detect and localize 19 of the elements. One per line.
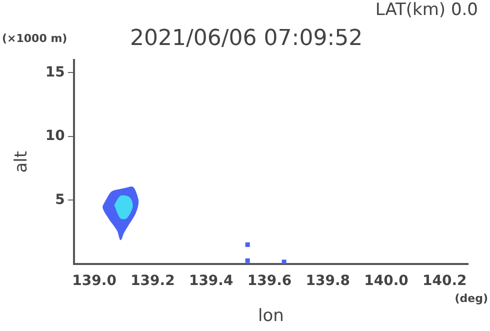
point (245, 242, 250, 247)
x-tick-label: 139.2 (130, 272, 175, 289)
y-tick-label: 5 (55, 192, 65, 208)
x-tick-label: 139.8 (306, 272, 350, 289)
x-tick-label: 139.6 (247, 272, 292, 289)
x-axis-title: lon (258, 306, 284, 326)
y-tick-label: 15 (45, 64, 65, 80)
chart-subtitle: LAT(km) 0.0 (375, 0, 478, 20)
text: (×1000 m) (2, 32, 68, 45)
x-tick-label: 140.2 (422, 272, 467, 289)
point (245, 258, 250, 263)
x-tick-label: 140.0 (364, 272, 409, 289)
x-tick-label: 139.4 (188, 272, 234, 289)
text: (deg) (454, 292, 488, 305)
point (282, 260, 286, 264)
y-tick-label: 10 (45, 128, 66, 144)
chart-title: 2021/06/06 07:09:52 (130, 26, 363, 51)
y-axis-title: alt (12, 150, 32, 173)
x-tick-label: 139.0 (72, 272, 117, 289)
